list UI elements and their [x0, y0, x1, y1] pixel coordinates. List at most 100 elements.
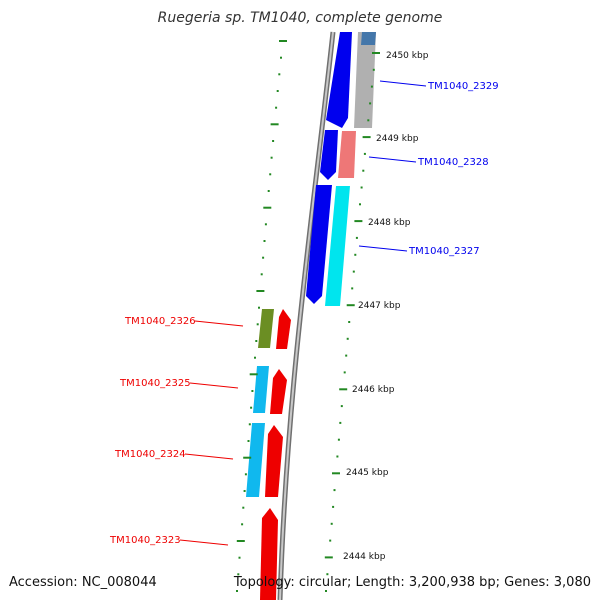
left-tick — [270, 123, 279, 126]
kbp-label-2446: 2446 kbp — [352, 385, 395, 395]
right-tick — [332, 505, 335, 508]
forward-gene-labels: TM1040_2329 TM1040_2328 TM1040_2327 — [358, 80, 499, 257]
gene-block-2323-red[interactable] — [260, 508, 278, 600]
kbp-label-2447: 2447 kbp — [358, 301, 401, 311]
reverse-gene-labels: TM1040_2326 TM1040_2325 TM1040_2324 TM10… — [109, 316, 244, 546]
kbp-label-2449: 2449 kbp — [376, 134, 419, 144]
right-tick — [362, 136, 371, 139]
left-tick — [248, 423, 251, 426]
kbp-label-2450: 2450 kbp — [386, 51, 429, 61]
left-tick — [243, 490, 246, 492]
gene-leader-2328 — [368, 156, 417, 163]
accession-text: Accession: NC_008044 — [9, 575, 157, 590]
left-tick — [238, 556, 241, 559]
forward-strand-blocks — [306, 32, 376, 306]
right-tick — [351, 287, 354, 290]
left-tick — [247, 440, 250, 442]
right-tick — [325, 590, 327, 592]
gene-block-2328-pink — [338, 131, 356, 178]
gene-label-2323[interactable]: TM1040_2323 — [109, 535, 181, 546]
right-tick — [367, 119, 370, 122]
left-tick — [263, 206, 272, 209]
left-tick — [275, 106, 278, 109]
gene-block-2326-olive[interactable] — [258, 309, 274, 348]
gene-block-2328[interactable] — [320, 130, 338, 180]
right-tick — [355, 236, 358, 239]
right-tick — [332, 472, 340, 475]
gene-leader-2327 — [358, 245, 408, 252]
left-tick — [278, 73, 281, 76]
gene-block-2325-red[interactable] — [270, 369, 287, 414]
gene-block-2329-top[interactable] — [326, 32, 352, 128]
right-tick — [372, 68, 375, 71]
kbp-label-2445: 2445 kbp — [346, 468, 389, 478]
left-tick — [243, 456, 252, 459]
gene-block-2326-red[interactable] — [276, 309, 291, 349]
tick-trail-left — [236, 40, 287, 592]
gene-leader-2326 — [194, 320, 244, 327]
right-tick — [333, 489, 336, 492]
gene-leader-2329 — [379, 80, 427, 87]
left-tick — [260, 273, 263, 276]
gene-block-2324-red[interactable] — [265, 425, 283, 497]
left-tick — [254, 356, 256, 359]
right-tick — [343, 371, 346, 374]
right-tick — [372, 52, 380, 54]
right-tick — [340, 405, 343, 408]
left-tick — [256, 290, 265, 292]
gene-block-2329-track2-dark — [361, 32, 376, 45]
right-tick — [324, 556, 333, 559]
left-tick — [242, 506, 245, 509]
gene-label-2327[interactable]: TM1040_2327 — [408, 246, 480, 257]
right-tick — [360, 186, 363, 189]
left-tick — [244, 473, 247, 476]
right-tick — [352, 270, 355, 273]
right-tick — [369, 102, 372, 105]
left-tick — [262, 256, 265, 259]
right-tick — [337, 438, 340, 441]
gene-label-2324[interactable]: TM1040_2324 — [114, 449, 186, 460]
gene-leader-2323 — [179, 539, 229, 546]
gene-block-2327-cyan[interactable] — [325, 186, 350, 306]
right-tick — [336, 455, 339, 458]
gene-block-2329-track2 — [354, 32, 376, 128]
right-tick — [339, 388, 348, 391]
gene-label-2325[interactable]: TM1040_2325 — [119, 378, 191, 389]
left-tick — [241, 523, 244, 526]
left-tick — [276, 90, 279, 92]
right-tick — [326, 573, 329, 576]
genome-title: Ruegeria sp. TM1040, complete genome — [157, 10, 443, 26]
right-tick — [362, 169, 365, 172]
left-tick — [267, 190, 270, 192]
right-tick — [339, 421, 342, 424]
right-tick — [329, 539, 332, 542]
genome-backbone-highlight — [279, 31, 334, 600]
right-tick — [346, 337, 349, 340]
gene-label-2328[interactable]: TM1040_2328 — [417, 157, 489, 168]
left-tick — [279, 40, 287, 42]
gene-block-2327[interactable] — [306, 185, 332, 304]
left-tick — [272, 140, 275, 142]
left-tick — [256, 323, 259, 326]
right-tick — [370, 85, 373, 88]
gene-leader-2325 — [189, 382, 239, 389]
left-tick — [263, 240, 266, 242]
gene-leader-2324 — [184, 453, 234, 460]
right-tick — [363, 152, 366, 155]
left-tick — [236, 540, 245, 542]
gene-block-2325-blue[interactable] — [253, 366, 269, 413]
gene-block-2324-blue[interactable] — [246, 423, 265, 497]
gene-label-2326[interactable]: TM1040_2326 — [124, 316, 196, 327]
left-tick — [258, 306, 260, 309]
scale-labels: 2450 kbp 2449 kbp 2448 kbp 2447 kbp 2446… — [343, 51, 429, 562]
kbp-label-2448: 2448 kbp — [368, 218, 411, 228]
right-tick — [330, 522, 333, 525]
left-tick — [236, 590, 238, 592]
left-tick — [264, 223, 267, 226]
left-tick — [249, 373, 258, 376]
left-tick — [251, 390, 254, 392]
gene-label-2329[interactable]: TM1040_2329 — [427, 81, 499, 92]
left-tick — [269, 173, 272, 176]
left-tick — [270, 156, 273, 159]
